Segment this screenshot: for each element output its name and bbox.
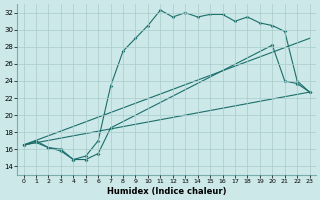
X-axis label: Humidex (Indice chaleur): Humidex (Indice chaleur) xyxy=(107,187,226,196)
